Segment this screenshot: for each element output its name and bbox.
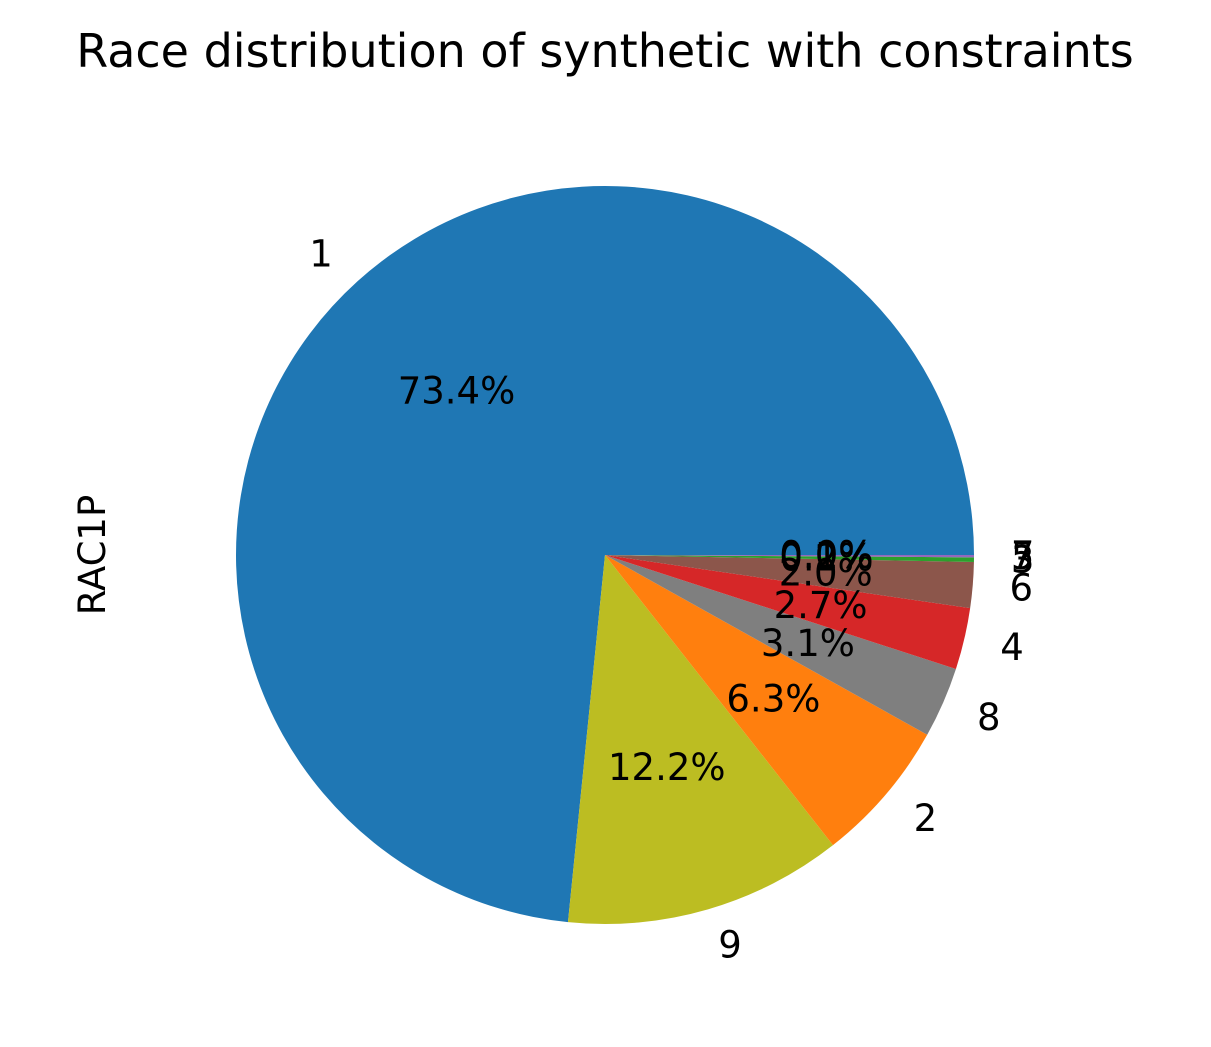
percent-label-7: 0.0% <box>779 534 873 577</box>
pie-slice-3 <box>605 555 974 562</box>
percent-label-2: 6.3% <box>726 677 820 720</box>
category-label-4: 4 <box>1000 626 1024 669</box>
pie-slice-1 <box>236 186 975 923</box>
pie-slice-5 <box>605 555 974 558</box>
pie-slice-4 <box>605 555 971 670</box>
category-label-6: 6 <box>1010 567 1034 610</box>
pie-labels: 1 73.4% 9 12.2% 2 6.3% 8 3.1% 4 2.7% 6 2.0% 3 0.2% 5 0.… <box>309 232 1034 966</box>
pie-slice-6 <box>605 555 974 609</box>
pie-slice-2 <box>605 555 928 846</box>
pie-slice-9 <box>567 555 833 925</box>
percent-label-5: 0.1% <box>779 534 873 577</box>
category-label-5: 5 <box>1011 535 1035 578</box>
percent-label-1: 73.4% <box>398 369 516 412</box>
percent-label-9: 12.2% <box>608 746 726 789</box>
category-label-7: 7 <box>1011 534 1035 577</box>
category-label-2: 2 <box>914 797 938 840</box>
percent-label-8: 3.1% <box>761 622 855 665</box>
pie-slice-8 <box>605 555 956 735</box>
percent-label-3: 0.2% <box>779 536 873 579</box>
percent-label-4: 2.7% <box>774 584 868 627</box>
percent-label-6: 2.0% <box>779 552 873 595</box>
category-label-8: 8 <box>977 696 1001 739</box>
category-label-9: 9 <box>718 923 742 966</box>
pie-slices <box>236 186 975 925</box>
category-label-3: 3 <box>1011 539 1035 582</box>
chart-title: Race distribution of synthetic with cons… <box>76 24 1133 78</box>
y-axis-label: RAC1P <box>71 495 114 616</box>
category-label-1: 1 <box>309 232 333 275</box>
